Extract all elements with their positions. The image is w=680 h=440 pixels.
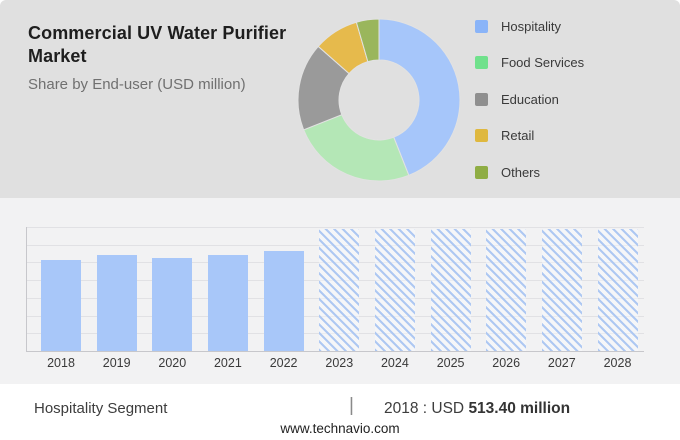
x-tick-label-2028: 2028: [603, 356, 632, 370]
value-callout: 2018 : USD 513.40 million: [384, 400, 570, 418]
y-axis-line: [26, 227, 27, 351]
legend-label: Others: [501, 164, 541, 180]
donut-svg: [297, 18, 461, 182]
footer-divider: |: [349, 395, 354, 416]
bar-2022: [263, 251, 304, 351]
website-url: www.technavio.com: [280, 421, 400, 436]
legend-item-others: Others: [475, 162, 540, 182]
legend-swatch-icon: [475, 56, 488, 69]
x-tick-label-2020: 2020: [158, 356, 187, 370]
legend-label: Food Services: [501, 55, 585, 70]
x-tick-label-2027: 2027: [547, 356, 576, 370]
value-callout-amount: 513.40 million: [468, 400, 571, 417]
x-tick-label-2019: 2019: [102, 356, 131, 370]
bar-2020: [152, 258, 193, 351]
bar-2019: [96, 255, 137, 351]
forecast-bar-2023: [319, 229, 360, 351]
x-axis-line: [26, 351, 644, 352]
legend-item-education: Education: [475, 89, 559, 109]
x-tick-label-2021: 2021: [213, 356, 242, 370]
bar-chart-panel: 2018 2019 2020 2021 2022 2023 2024 2025 2026 2027…: [0, 198, 680, 384]
forecast-bar-2028: [597, 229, 638, 351]
donut-chart: [294, 15, 464, 185]
x-tick-label-2022: 2022: [269, 356, 298, 370]
x-tick-label-2026: 2026: [492, 356, 521, 370]
x-tick-label-2024: 2024: [380, 356, 409, 370]
legend-label: Retail: [501, 128, 535, 143]
page-title: Commercial UV Water Purifier Market: [28, 23, 287, 66]
forecast-bar-2026: [486, 229, 527, 351]
page-subtitle: Share by End-user (USD million): [28, 76, 246, 93]
legend-swatch-icon: [475, 165, 488, 179]
forecast-bar-2024: [374, 229, 415, 351]
donut-slice-food-services: [303, 114, 410, 182]
x-tick-label-2025: 2025: [436, 356, 465, 370]
legend-label: Education: [501, 91, 559, 107]
legend-swatch-icon: [475, 129, 488, 142]
bar-2021: [207, 254, 248, 351]
legend-item-food-services: Food Services: [475, 53, 584, 73]
footer-panel: Hospitality Segment | 2018 : USD 513.40 …: [0, 384, 680, 440]
bar-2018: [41, 260, 81, 351]
segment-label: Hospitality Segment: [34, 400, 168, 417]
bar-chart: 2018 2019 2020 2021 2022 2023 2024 2025 2026 2027…: [0, 198, 680, 384]
forecast-bar-2025: [430, 229, 471, 351]
donut-slice-hospitality: [378, 18, 461, 176]
forecast-bar-2027: [541, 229, 582, 351]
x-tick-label-2023: 2023: [325, 356, 354, 370]
donut-slice-others: [355, 18, 380, 63]
legend-swatch-icon: [475, 19, 488, 33]
legend-item-hospitality: Hospitality: [475, 16, 561, 36]
header-panel: Commercial UV Water Purifier Market Shar…: [0, 0, 680, 198]
value-callout-prefix: 2018 : USD: [384, 400, 469, 417]
legend-label: Hospitality: [501, 18, 561, 34]
donut-legend: Hospitality Food Services Education Retail O…: [475, 0, 675, 198]
gridline: [26, 227, 644, 228]
legend-item-retail: Retail: [475, 126, 534, 146]
legend-swatch-icon: [475, 92, 488, 106]
x-tick-label-2018: 2018: [47, 356, 75, 370]
